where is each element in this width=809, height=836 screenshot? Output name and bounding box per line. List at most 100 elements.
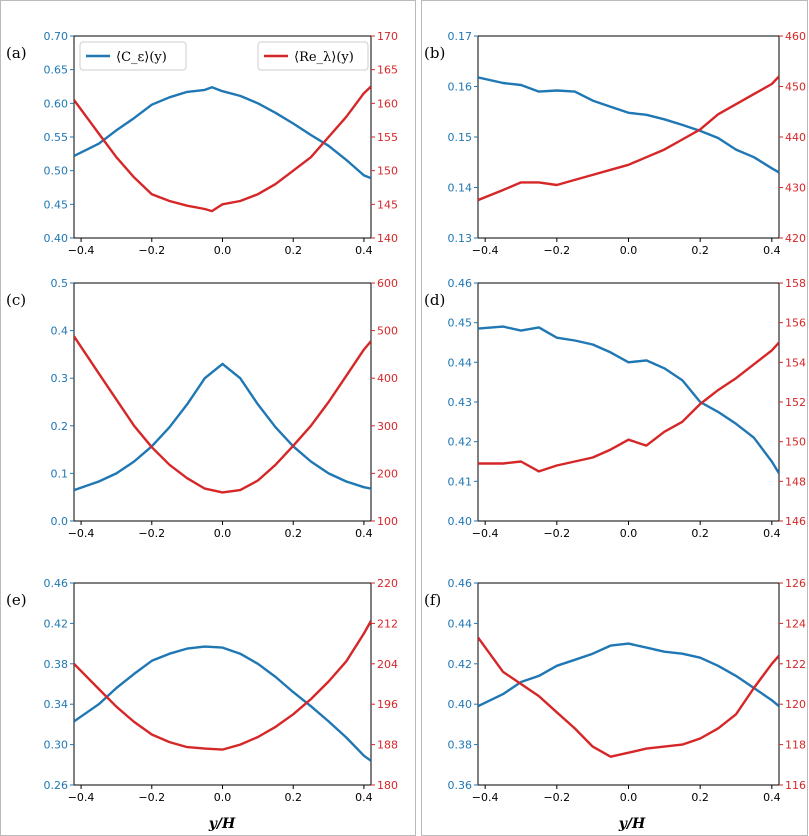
right-y-tick-label: 150 [377,165,398,178]
right-y-tick-label: 460 [785,30,806,43]
left-y-tick-label: 0.70 [44,30,69,43]
panel-label: (e) [6,591,27,609]
right-y-tick-label: 204 [377,658,398,671]
left-y-tick-label: 0.46 [448,277,473,290]
x-tick-label: −0.4 [472,244,499,257]
panel-label: (a) [6,44,27,62]
right-y-tick-label: 155 [377,131,398,144]
x-tick-label: 0.4 [355,527,373,540]
right-y-tick-label: 150 [785,436,806,449]
left-y-tick-label: 0.40 [448,698,473,711]
legend-label-re-lambda: ⟨Re_λ⟩(y) [294,50,354,65]
right-y-tick-label: 140 [377,232,398,245]
x-tick-label: 0.2 [691,527,709,540]
left-y-tick-label: 0.41 [448,475,473,488]
right-y-tick-label: 145 [377,198,398,211]
right-y-tick-label: 212 [377,617,398,630]
right-y-tick-label: 124 [785,617,806,630]
left-y-tick-label: 0.26 [44,779,69,792]
x-tick-label: −0.2 [138,791,165,804]
plot-frame [477,35,780,239]
x-tick-label: 0.4 [355,791,373,804]
x-tick-label: −0.4 [68,244,95,257]
panel-label: (c) [6,291,26,309]
right-y-tick-label: 165 [377,64,398,77]
x-tick-label: 0.2 [284,527,302,540]
series-line-re-lambda [74,620,371,751]
x-tick-label: 0.4 [763,244,781,257]
right-y-tick-label: 118 [785,739,806,752]
series-line-c-epsilon [74,645,371,762]
right-y-tick-label: 152 [785,396,806,409]
right-y-tick-label: 158 [785,277,806,290]
left-y-tick-label: 0.30 [44,739,69,752]
x-tick-label: 0.4 [763,527,781,540]
x-tick-label: −0.2 [138,244,165,257]
right-y-tick-label: 420 [785,232,806,245]
x-tick-label: 0.2 [284,244,302,257]
series-line-re-lambda [478,636,779,758]
left-y-tick-label: 0.15 [448,131,473,144]
right-y-tick-label: 170 [377,30,398,43]
right-y-tick-label: 180 [377,779,398,792]
right-column-border [421,0,808,836]
right-y-tick-label: 100 [377,515,398,528]
left-y-tick-label: 0.13 [448,232,473,245]
chart-panel-c: (c) −0.4 −0.2 0.0 0.2 0.4 0.0 0.1 0.2 0.3 0.4 0.5 10… [6,277,398,540]
x-tick-label: −0.2 [543,244,570,257]
x-tick-label: 0.4 [763,791,781,804]
x-tick-label: 0.2 [691,791,709,804]
left-y-tick-label: 0.42 [448,436,473,449]
left-y-tick-label: 0.45 [448,317,473,330]
x-tick-label: −0.2 [543,791,570,804]
right-y-tick-label: 188 [377,739,398,752]
legend: ⟨C_ε⟩(y) ⟨Re_λ⟩(y) [79,41,369,71]
right-y-tick-label: 156 [785,317,806,330]
right-y-tick-label: 160 [377,97,398,110]
right-y-tick-label: 220 [377,577,398,590]
left-y-tick-label: 0.2 [51,420,69,433]
left-y-tick-label: 0.43 [448,396,473,409]
right-y-tick-label: 120 [785,698,806,711]
series-line-c-epsilon [478,325,779,475]
chart-panel-b: (b) −0.4 −0.2 0.0 0.2 0.4 0.13 0.14 0.15 0.16 0.17… [424,30,806,257]
plot-frame [477,582,780,786]
left-y-tick-label: 0.38 [448,739,473,752]
legend-box-right [257,41,369,71]
series-line-re-lambda [478,75,779,202]
xlabel-left: y/H [208,816,236,832]
x-tick-label: −0.2 [543,527,570,540]
left-y-tick-label: 0.46 [44,577,69,590]
series-line-re-lambda [74,85,371,213]
left-y-tick-label: 0.3 [51,372,69,385]
plot-frame [477,282,780,522]
left-y-tick-label: 0.16 [448,81,473,94]
series-line-c-epsilon [478,642,779,708]
x-tick-label: 0.2 [691,244,709,257]
x-tick-label: 0.0 [214,244,232,257]
right-y-tick-label: 126 [785,577,806,590]
xlabel-right: y/H [618,816,646,832]
right-y-tick-label: 116 [785,779,806,792]
left-y-tick-label: 0.46 [448,577,473,590]
right-y-tick-label: 122 [785,658,806,671]
x-tick-label: −0.4 [472,527,499,540]
right-y-tick-label: 400 [377,372,398,385]
legend-label-c-epsilon: ⟨C_ε⟩(y) [116,50,167,65]
left-y-tick-label: 0.14 [448,182,473,195]
chart-panel-f: (f) −0.4 −0.2 0.0 0.2 0.4 0.36 0.38 0.40 0.42 0.44… [424,577,806,804]
panel-label: (d) [424,291,445,309]
left-y-tick-label: 0.65 [44,64,69,77]
left-y-tick-label: 0.40 [448,515,473,528]
right-y-tick-label: 600 [377,277,398,290]
left-y-tick-label: 0.17 [448,30,473,43]
left-y-tick-label: 0.36 [448,779,473,792]
x-tick-label: −0.2 [138,527,165,540]
x-tick-label: −0.4 [68,791,95,804]
x-tick-label: 0.0 [620,244,638,257]
x-tick-label: 0.0 [620,791,638,804]
right-y-tick-label: 450 [785,81,806,94]
left-y-tick-label: 0.1 [51,467,69,480]
series-line-c-epsilon [74,362,371,492]
